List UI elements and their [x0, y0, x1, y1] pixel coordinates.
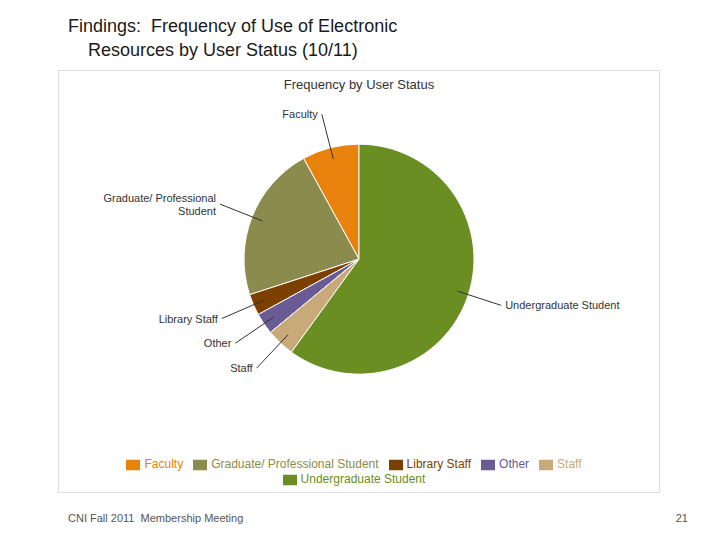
html-text:Staff: Staff	[557, 457, 582, 472]
html-text:Resources by User Status (10/1: Resources by User Status (10/11)	[68, 40, 358, 60]
svg-text:Undergraduate Student: Undergraduate Student	[505, 299, 619, 311]
html-text:Faculty: Faculty	[144, 457, 184, 472]
html-text:Other: Other	[499, 457, 530, 472]
html-text:21: 21	[675, 512, 688, 524]
html-text:CNI Fall 2011 Membership Meeti: CNI Fall 2011 Membership Meeting	[68, 512, 244, 524]
svg-text:Graduate/ ProfessionalStudent: Graduate/ ProfessionalStudent	[103, 192, 216, 217]
svg-text:Library Staff: Library Staff	[159, 313, 219, 325]
html-text:Frequency by User Status: Frequency by User Status	[283, 77, 435, 92]
html-text:Library Staff: Library Staff	[406, 457, 472, 472]
svg-text:Faculty: Faculty	[282, 108, 318, 120]
html-text:Findings: Frequency of Use of: Findings: Frequency of Use of Electronic	[68, 16, 398, 36]
html-text:Graduate/ Professional Student: Graduate/ Professional Student	[211, 457, 379, 472]
svg-text:Other: Other	[204, 337, 232, 349]
svg-text:Staff: Staff	[230, 362, 253, 374]
html-text:Undergraduate Student: Undergraduate Student	[300, 472, 426, 487]
